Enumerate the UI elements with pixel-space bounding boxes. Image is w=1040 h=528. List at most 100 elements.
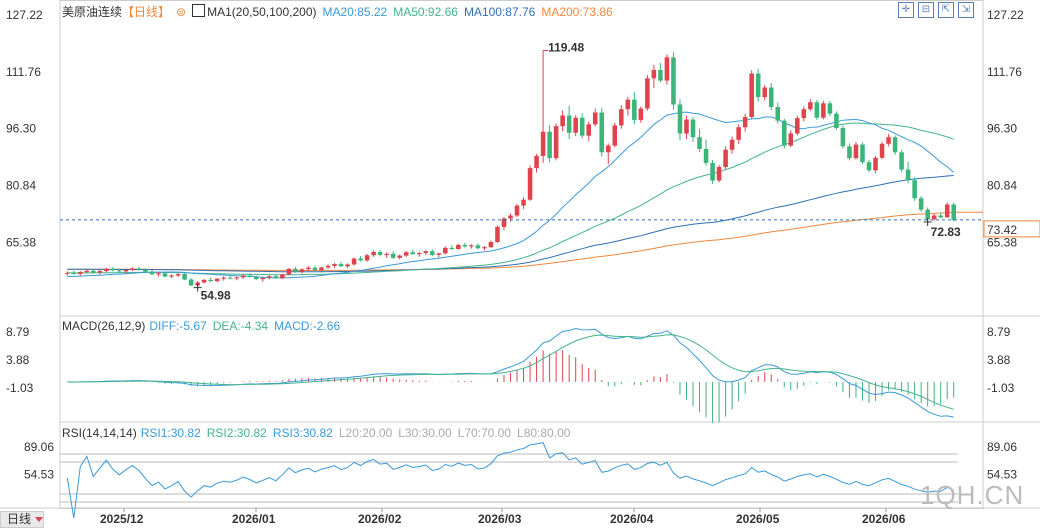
candle-body	[240, 275, 246, 278]
rsi-l20: L20:20.00	[338, 426, 393, 440]
candle-body	[638, 108, 644, 120]
candle-body	[781, 120, 787, 146]
rsi3-value: RSI3:30.82	[272, 426, 333, 440]
ma200-value: MA200:73.86	[541, 5, 613, 19]
rsi-tick-right: 89.06	[987, 440, 1017, 454]
candle-body	[267, 276, 272, 278]
candle-body	[162, 273, 168, 277]
x-axis-label: 2026/02	[358, 512, 402, 526]
rsi-label: RSI(14,14,14)	[62, 426, 137, 440]
candle-body	[247, 275, 253, 277]
candle-body	[886, 137, 891, 144]
candle-body	[788, 133, 794, 146]
macd-label: MACD(26,12,9)	[62, 319, 146, 333]
candle-body	[612, 125, 618, 146]
candle-body	[540, 131, 546, 156]
candle-body	[117, 270, 122, 272]
candle-body	[332, 264, 337, 266]
candle-body	[892, 137, 898, 153]
price-tick-right: 80.84	[987, 179, 1017, 193]
price-tick-left: 80.84	[6, 179, 36, 193]
candle-body	[156, 273, 161, 275]
price-tick-left: 127.22	[6, 8, 43, 22]
candle-body	[482, 247, 487, 249]
candle-body	[384, 253, 389, 255]
period-label[interactable]: 【日线】	[122, 5, 171, 19]
settings-icon[interactable]: ⊜	[176, 5, 187, 19]
candle-body	[521, 199, 526, 206]
candle-body	[690, 119, 696, 138]
rsi-tick-right: 54.53	[987, 467, 1017, 481]
expand-icon[interactable]: ✛	[898, 2, 914, 18]
candle-body	[364, 255, 370, 261]
recent-low-label: 72.83	[931, 225, 961, 239]
candle-body	[488, 242, 494, 248]
price-tick-left: 96.30	[6, 122, 36, 136]
candle-body	[514, 205, 520, 216]
candle-body	[912, 180, 917, 199]
candle-body	[78, 272, 83, 275]
candle-body	[547, 131, 552, 159]
price-tick-right: 111.76	[987, 65, 1022, 79]
rsi-line	[66, 442, 954, 519]
period-switch-button[interactable]: 日线	[0, 511, 44, 528]
candle-body	[827, 103, 833, 114]
candle-body	[188, 279, 194, 286]
collapse-icon[interactable]: ⊟	[918, 2, 934, 18]
candle-body	[684, 119, 689, 134]
candle-body	[873, 157, 878, 171]
candle-body	[104, 268, 109, 272]
macd-dea-line	[67, 334, 954, 410]
candle-body	[91, 270, 96, 273]
high-label: 119.48	[548, 40, 584, 54]
macd-tick-left: -1.03	[6, 381, 34, 395]
candle-body	[273, 276, 279, 279]
candle-body	[416, 253, 422, 255]
candle-body	[143, 269, 148, 272]
candle-body	[397, 255, 402, 258]
candle-body	[716, 166, 722, 181]
candle-body	[403, 252, 409, 256]
candle-body	[605, 145, 611, 153]
macd-value: MACD:-2.66	[274, 319, 341, 333]
x-axis-label: 2026/01	[232, 512, 276, 526]
candle-body	[632, 99, 637, 120]
macd-diff: DIFF:-5.67	[149, 319, 207, 333]
candle-body	[840, 127, 846, 147]
restore-icon[interactable]: ⇲	[958, 2, 974, 18]
candle-body	[951, 204, 957, 220]
candle-body	[703, 148, 709, 163]
candle-body	[664, 57, 670, 81]
macd-dea: DEA:-4.34	[212, 319, 269, 333]
x-axis-label: 2026/06	[862, 512, 906, 526]
candle-body	[136, 268, 142, 270]
candle-body	[586, 124, 592, 136]
candle-body	[71, 272, 77, 275]
candle-body	[286, 268, 292, 275]
price-tick-right: 65.38	[987, 235, 1017, 249]
candle-body	[534, 155, 539, 169]
candle-body	[449, 247, 455, 249]
candle-body	[553, 126, 559, 159]
candle-body	[527, 168, 533, 200]
candle-body	[931, 215, 937, 220]
candle-body	[64, 272, 70, 274]
candle-body	[755, 73, 761, 98]
candle-body	[918, 198, 924, 210]
macd-tick-left: 8.79	[6, 325, 30, 339]
candle-body	[201, 279, 207, 283]
candle-body	[853, 144, 859, 159]
rsi-tick-left: 89.06	[24, 440, 54, 454]
recent-low-marker	[923, 218, 932, 227]
watermark: 1QH.CN	[920, 480, 1025, 510]
candle-body	[599, 112, 605, 153]
ma-settings-icon[interactable]	[192, 4, 206, 17]
rsi-l80: L80:80.00	[517, 426, 571, 440]
candle-body	[501, 218, 507, 227]
candle-body	[645, 78, 650, 109]
fullscreen-icon[interactable]: ⇱	[938, 2, 954, 18]
candle-body	[736, 127, 741, 140]
candle-body	[260, 277, 266, 280]
rsi-l30: L30:30.00	[398, 426, 452, 440]
